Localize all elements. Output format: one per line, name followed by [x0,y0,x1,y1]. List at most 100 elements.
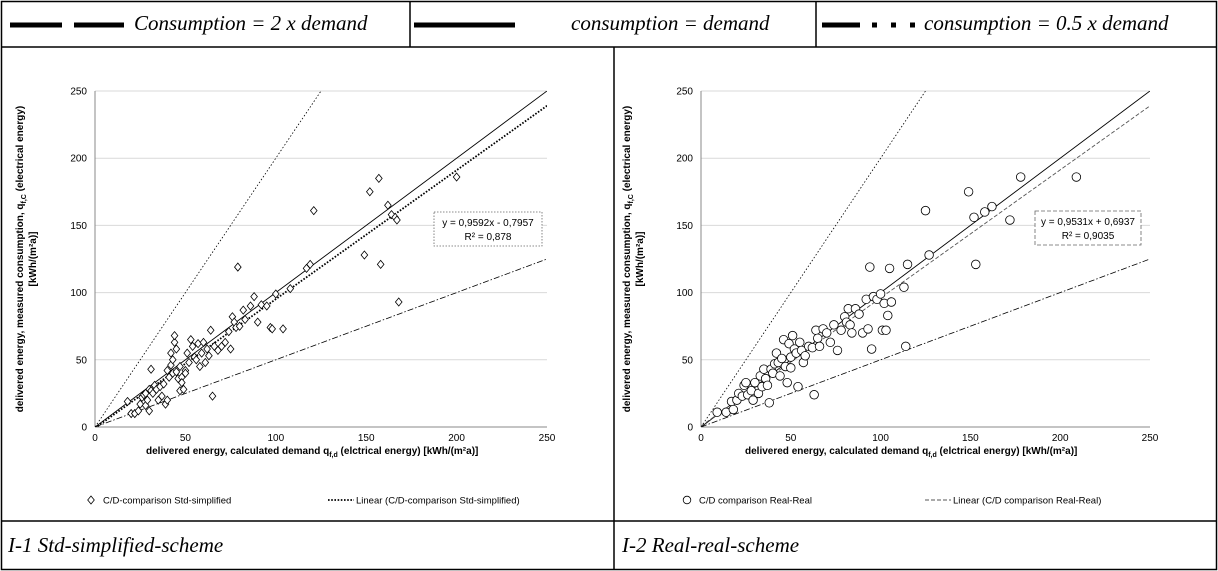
data-point [384,200,392,210]
data-point [271,289,280,299]
data-point [268,324,277,334]
x-tick-label: 100 [267,433,284,444]
data-point [181,368,190,378]
reference-line-half [701,258,1150,427]
reference-line-2x [95,91,322,427]
data-point [177,378,186,388]
header-legend-label-3: consumption = 0.5 x demand [924,11,1169,35]
data-point [795,337,805,348]
data-point [286,283,295,294]
data-point [246,301,255,311]
legend-label-points: C/D-comparison Std-simplified [103,496,231,507]
data-point [208,391,217,401]
data-point [814,341,825,352]
y-tick-label: 100 [676,288,693,299]
x-axis-label: delivered energy, calculated demand qf,d… [745,446,1077,459]
data-point [234,262,242,272]
data-point [980,207,990,217]
data-point [712,407,722,417]
legend-marker [87,495,95,505]
chart-real-real: 00 50 50 100 100 150 150 200 200 250 250 y = 0,9531… [622,87,1159,507]
data-point [183,348,192,358]
y-tick-label: 50 [682,355,694,366]
data-point [1005,215,1015,225]
data-point [192,355,201,365]
data-point [764,398,774,408]
data-point [196,361,204,372]
data-point [163,365,172,376]
data-point [257,300,266,310]
data-point [206,325,215,335]
data-point [136,399,145,409]
data-point [875,289,886,299]
y-tick-label: 0 [81,423,87,434]
data-point [375,173,383,183]
data-point [825,337,836,348]
data-point [987,201,997,212]
data-point [883,310,893,321]
y-axis-label-unit: [kWh/(m²a)] [635,232,646,287]
data-point [143,395,152,405]
data-point [170,337,179,347]
data-point [902,259,913,270]
data-point [188,341,197,351]
x-tick-label: 0 [698,433,704,444]
data-point [199,337,208,347]
r-squared: R² = 0,878 [465,232,512,243]
x-tick-label: 0 [92,433,98,444]
data-point [782,377,792,388]
data-point [901,341,911,352]
legend-label-trend: Linear (C/D-comparison Std-simplified) [356,496,520,507]
data-point [881,325,891,335]
y-tick-label: 200 [70,154,87,165]
data-point [158,391,166,401]
data-point [179,384,188,394]
data-point [813,333,823,343]
data-point [226,344,235,354]
reference-line-half [95,258,547,427]
data-point [750,377,760,388]
chart-std-simplified: 00 50 50 100 100 150 150 200 200 250 250 y = 0,9592… [15,87,556,507]
data-point [170,330,179,341]
data-point [924,250,934,260]
x-tick-label: 50 [785,433,797,444]
data-point [224,326,233,337]
data-point [253,317,262,327]
data-point [863,324,873,334]
data-point [886,297,897,307]
data-point [134,406,143,416]
x-tick-label: 150 [358,433,375,444]
data-point [365,187,374,197]
data-point [847,328,857,338]
data-point [235,321,244,331]
data-point [262,301,271,311]
y-tick-label: 100 [70,288,87,299]
data-point [809,390,819,400]
data-point [147,364,155,374]
data-point [221,337,229,347]
y-tick-label: 0 [687,423,693,434]
data-point [829,320,839,330]
data-point [963,187,974,197]
x-tick-label: 150 [962,433,979,444]
data-point [203,344,211,354]
data-point [168,355,177,365]
data-point [786,363,796,373]
x-axis-label: delivered energy, calculated demand qf,d… [146,446,478,459]
data-point [832,345,843,356]
data-point [306,259,314,270]
x-tick-label: 200 [448,433,465,444]
data-point [239,305,248,315]
data-point [167,348,175,358]
data-point [728,404,739,415]
y-axis-label: delivered energy, measured consumption, … [15,106,28,412]
y-tick-label: 50 [76,355,88,366]
data-point [969,212,979,223]
header-legend-label-2: consumption = demand [571,11,770,35]
equation-box [1034,210,1142,246]
data-point [884,263,895,274]
y-tick-label: 250 [676,87,693,98]
data-point [387,210,396,220]
y-tick-label: 250 [70,87,87,98]
